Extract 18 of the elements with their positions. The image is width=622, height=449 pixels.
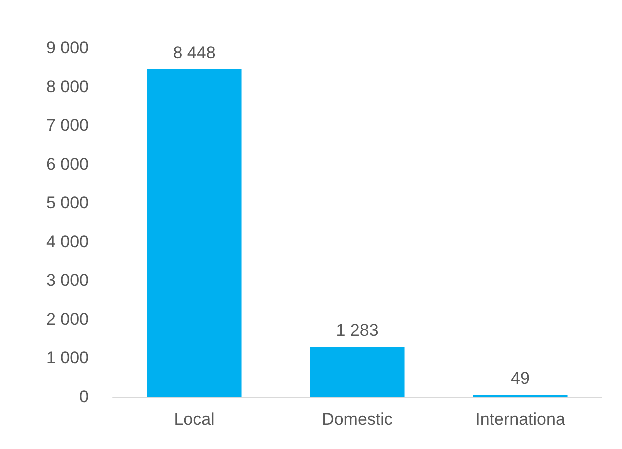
bar bbox=[147, 69, 242, 397]
data-label: 1 283 bbox=[336, 321, 379, 340]
y-tick-label: 7 000 bbox=[46, 116, 89, 136]
y-tick-label: 5 000 bbox=[46, 194, 89, 213]
bar bbox=[310, 347, 405, 397]
y-tick-label: 3 000 bbox=[46, 271, 89, 290]
data-label: 8 448 bbox=[173, 43, 216, 62]
y-tick-label: 0 bbox=[80, 388, 89, 406]
y-tick-label: 9 000 bbox=[46, 38, 89, 58]
y-tick-label: 6 000 bbox=[46, 154, 89, 174]
data-label: 49 bbox=[511, 369, 530, 388]
y-tick-label: 1 000 bbox=[46, 348, 89, 368]
y-tick-label: 8 000 bbox=[46, 77, 89, 96]
x-tick-label: Domestic bbox=[322, 410, 394, 429]
y-tick-label: 2 000 bbox=[46, 310, 89, 329]
x-tick-label: Internationa bbox=[476, 410, 566, 429]
x-tick-label: Local bbox=[174, 410, 215, 429]
y-tick-label: 4 000 bbox=[46, 232, 89, 252]
